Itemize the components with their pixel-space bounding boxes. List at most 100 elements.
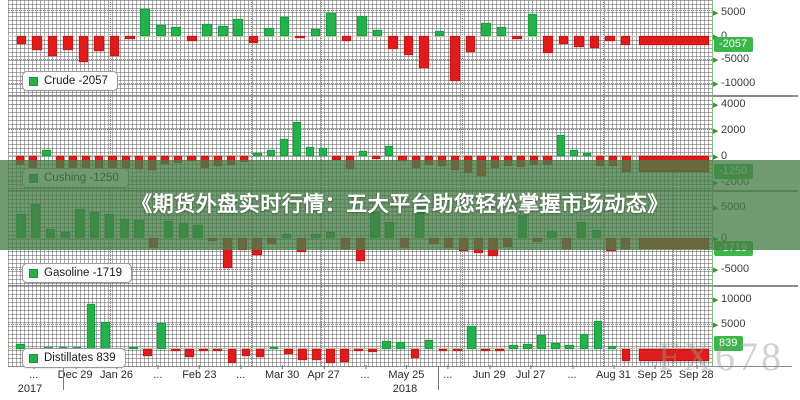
legend-label-distillates: Distillates 839	[44, 352, 116, 364]
legend-swatch-icon	[29, 76, 38, 86]
x-tick-label: ...	[29, 365, 38, 381]
bar	[543, 35, 553, 54]
bar	[527, 14, 538, 36]
tick-mark-icon	[654, 365, 656, 369]
tick-mark-icon	[447, 365, 449, 369]
x-tick-label: Feb 23	[182, 365, 216, 381]
tick-mark-icon: ▶	[713, 154, 719, 162]
bar	[605, 35, 615, 42]
bar	[357, 15, 367, 36]
forecast-bar	[638, 348, 710, 361]
bar	[279, 17, 290, 36]
tick-mark-icon	[489, 365, 491, 369]
bar	[341, 35, 352, 42]
tick-mark-icon	[572, 365, 574, 369]
legend-distillates[interactable]: Distillates 839	[22, 348, 126, 368]
tick-mark-icon	[364, 365, 366, 369]
last-value-badge: 839	[714, 336, 744, 352]
x-axis-year-label: 2017	[17, 383, 43, 395]
bar	[264, 27, 274, 36]
bar	[297, 348, 307, 360]
x-tick-label: ...	[567, 365, 577, 381]
last-value-badge: -2057	[714, 37, 754, 53]
tick-mark-icon	[696, 365, 698, 369]
bar	[128, 346, 138, 349]
bar	[310, 28, 321, 36]
bar	[157, 323, 166, 349]
bar	[496, 26, 507, 36]
bar	[523, 344, 532, 349]
legend-gasoline[interactable]: Gasoline -1719	[22, 263, 132, 283]
y-tick-label: ▶ 10000	[713, 292, 752, 306]
y-tick-label: ▶ -5000	[713, 264, 749, 276]
bar	[241, 348, 251, 356]
x-tick-label: Apr 27	[307, 365, 340, 381]
bar	[403, 35, 414, 56]
x-tick-label: ...	[153, 365, 162, 381]
x-tick-label: Sep 25	[637, 365, 672, 381]
bar	[388, 35, 398, 50]
legend-label-gasoline: Gasoline -1719	[44, 267, 122, 279]
bar	[140, 9, 151, 36]
y-tick-label: ▶ 2000	[713, 124, 745, 137]
headline-overlay: 《期货外盘实时行情：五大平台助您轻松掌握市场动态》	[0, 160, 800, 250]
bar	[558, 35, 569, 44]
panel-distillates: ▶ 10000 ▶ 5000 839 Distillates 839	[0, 286, 800, 368]
bar	[319, 148, 328, 157]
x-tick-label: ...	[236, 365, 245, 381]
tick-mark-icon	[282, 365, 284, 369]
y-tick-label: ▶0	[713, 30, 727, 43]
x-tick-label: Sep 28	[679, 365, 714, 381]
bar	[253, 152, 262, 157]
bar	[372, 156, 381, 159]
bar	[124, 35, 135, 39]
bar	[248, 35, 259, 43]
plot-area-crude	[8, 0, 712, 95]
bars-distillates	[8, 286, 712, 366]
bar	[589, 35, 600, 48]
y-tick-label: ▶ 4000	[713, 98, 745, 111]
x-tick-label: Jul 27	[516, 365, 545, 381]
bar	[233, 18, 243, 36]
y-tick-label: ▶5000	[713, 6, 745, 19]
yaxis-crude: ▶5000▶0▶-5000▶-10000-2057	[712, 0, 800, 95]
y-tick-text: 10000	[721, 292, 752, 305]
year-separator	[63, 366, 64, 390]
bar	[495, 348, 504, 351]
tick-mark-icon: ▶	[713, 127, 719, 135]
bars-crude	[8, 0, 712, 95]
bar	[255, 348, 265, 357]
tick-mark-icon: ▶	[713, 267, 719, 275]
bar	[480, 348, 490, 351]
tick-mark-icon: ▶	[713, 101, 719, 109]
bar	[171, 348, 180, 351]
bar	[452, 348, 462, 351]
bar	[213, 348, 223, 351]
bar	[266, 150, 275, 157]
bar	[326, 12, 336, 36]
legend-crude[interactable]: Crude -2057	[22, 71, 118, 91]
y-tick-label: ▶ -10000	[713, 78, 755, 90]
bar	[434, 31, 445, 36]
bar	[326, 348, 335, 363]
bar	[171, 27, 182, 36]
bar	[582, 152, 592, 157]
bar	[579, 333, 589, 349]
x-tick-label: ...	[443, 365, 452, 381]
bar	[199, 348, 209, 351]
bar	[419, 35, 429, 69]
legend-swatch-icon	[29, 353, 38, 363]
plot-area-distillates	[8, 286, 712, 366]
tick-mark-icon: ▶	[713, 321, 719, 329]
bar	[481, 22, 491, 36]
y-tick-text: -10000	[721, 77, 756, 90]
headline-text: 《期货外盘实时行情：五大平台助您轻松掌握市场动态》	[131, 193, 669, 216]
bar	[63, 35, 73, 51]
tick-mark-icon: ▶	[713, 9, 719, 17]
bar	[86, 303, 96, 349]
bar	[621, 348, 631, 361]
bar	[100, 322, 110, 349]
tick-mark-icon: ▶	[713, 57, 719, 65]
bar	[292, 122, 302, 157]
x-tick-label: ...	[360, 365, 370, 381]
